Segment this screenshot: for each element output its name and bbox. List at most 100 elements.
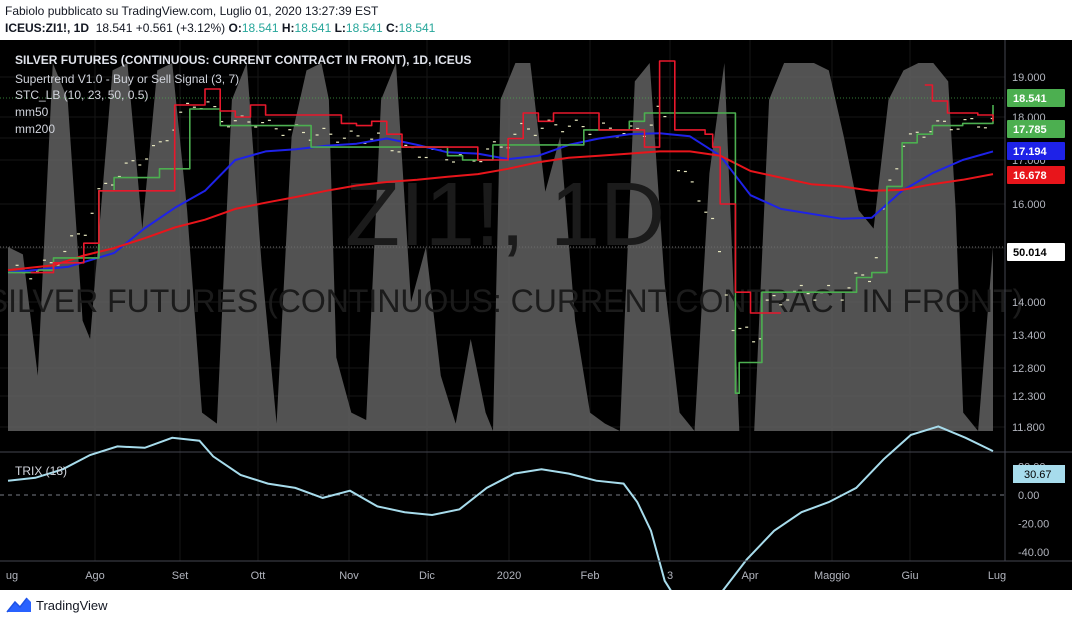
price-dot xyxy=(97,188,101,190)
price-dot xyxy=(247,121,251,123)
price-dot xyxy=(758,338,762,340)
price-dot xyxy=(179,111,183,113)
trix-legend: TRIX (18) xyxy=(15,464,67,478)
price-dot xyxy=(213,106,217,108)
price-dot xyxy=(165,140,169,142)
price-dot xyxy=(806,293,810,295)
price-dot xyxy=(581,126,585,128)
price-label: 17.194 xyxy=(1013,146,1048,158)
price-dot xyxy=(554,124,558,126)
trix-pane xyxy=(0,425,1005,590)
chart[interactable]: ZI1!, 1D SILVER FUTURES (CONTINUOUS: CUR… xyxy=(0,40,1072,590)
price-dot xyxy=(772,295,776,297)
series-mm200 xyxy=(7,150,994,272)
low-label: L: xyxy=(334,21,346,35)
trix-label: 30.67 xyxy=(1024,469,1052,481)
price-label: 50.014 xyxy=(1013,247,1048,259)
price-dot xyxy=(977,126,981,128)
price-dot xyxy=(83,234,87,236)
price-dot xyxy=(983,127,987,129)
time-label: Apr xyxy=(741,570,758,582)
trix-label-bg xyxy=(1013,465,1065,483)
time-label: Giu xyxy=(901,570,918,582)
price-dot xyxy=(683,170,687,173)
price-dot xyxy=(499,146,503,148)
price-dot xyxy=(104,182,108,184)
price-tick: 14.000 xyxy=(1012,297,1046,309)
price-dot xyxy=(895,168,899,170)
price-dot xyxy=(902,145,906,147)
time-label: 3 xyxy=(667,570,673,582)
price-dot xyxy=(527,128,530,130)
price-dot xyxy=(724,294,728,296)
price-dot xyxy=(288,129,292,131)
time-axis[interactable]: ug Ago Set Ott Nov Dic 2020 Feb 3 Apr Maggio Giu Lug xyxy=(6,570,1006,582)
series-supertrend-down xyxy=(30,60,781,314)
price-dot xyxy=(547,119,551,121)
price-dot xyxy=(417,156,421,158)
stc-area xyxy=(0,63,1005,431)
trix-line xyxy=(7,425,994,590)
price-dot xyxy=(629,125,633,127)
price-dot xyxy=(888,179,892,181)
legend: SILVER FUTURES (CONTINUOUS: CURRENT CONT… xyxy=(15,53,471,136)
trix-tick: -20.00 xyxy=(1018,519,1049,531)
price-dot xyxy=(158,141,162,143)
price-dot xyxy=(567,125,571,127)
price-dot xyxy=(663,116,667,118)
time-label: Maggio xyxy=(814,570,850,582)
price-dot xyxy=(861,274,865,276)
price-dot xyxy=(42,259,46,261)
price-dot xyxy=(363,142,367,144)
price-tick: 12.300 xyxy=(1012,391,1046,403)
time-label: Ott xyxy=(251,570,266,582)
price-dot xyxy=(240,115,244,117)
price-dot xyxy=(458,154,462,156)
price-series xyxy=(7,60,994,394)
price-dot xyxy=(840,299,844,301)
stc-area-fill xyxy=(8,63,993,431)
price-dot xyxy=(486,148,490,150)
price-label-bg xyxy=(1007,89,1065,107)
price-axis[interactable]: 19.00018.00017.00016.00014.00013.40012.8… xyxy=(1007,72,1065,559)
price-dot xyxy=(588,133,592,135)
price-dot xyxy=(356,135,360,137)
price-dot xyxy=(847,287,851,289)
price-label-bg xyxy=(1007,142,1065,160)
price-dot xyxy=(540,127,544,129)
trix-tick: 0.00 xyxy=(1018,490,1039,502)
price-tick: 13.400 xyxy=(1012,330,1046,342)
price-dot xyxy=(479,161,483,163)
price-dot xyxy=(799,284,803,287)
symbol-label: ICEUS:ZI1!, 1D xyxy=(5,21,90,35)
price-dot xyxy=(192,106,196,108)
price-dot xyxy=(349,130,353,132)
price-dot xyxy=(677,170,680,172)
price-dot xyxy=(281,134,285,136)
price-dot xyxy=(936,120,940,122)
price-dot xyxy=(220,121,224,123)
price-label-bg xyxy=(1007,120,1065,138)
price-dot xyxy=(922,136,926,138)
publisher-line: Fabiolo pubblicato su TradingView.com, L… xyxy=(5,4,379,18)
price-dot xyxy=(813,299,817,301)
time-label: Nov xyxy=(339,570,359,582)
price-dot xyxy=(608,127,612,129)
price-dot xyxy=(274,128,278,130)
price-dot xyxy=(131,160,135,162)
open-label: O: xyxy=(228,21,242,35)
time-label: Feb xyxy=(581,570,600,582)
price-tick: 19.000 xyxy=(1012,72,1046,84)
price-dot xyxy=(970,118,974,120)
last-price: 18.541 xyxy=(95,21,133,35)
price-dot xyxy=(254,126,258,128)
price-dot xyxy=(854,272,858,274)
price-dot xyxy=(445,159,449,161)
price-dot xyxy=(963,119,967,121)
price-change: +0.561 (+3.12%) xyxy=(135,21,226,35)
price-dot xyxy=(574,119,578,121)
price-dot xyxy=(138,164,142,166)
tradingview-logo[interactable]: TradingView xyxy=(6,596,108,614)
price-dot xyxy=(377,132,380,134)
price-dot xyxy=(656,105,660,107)
